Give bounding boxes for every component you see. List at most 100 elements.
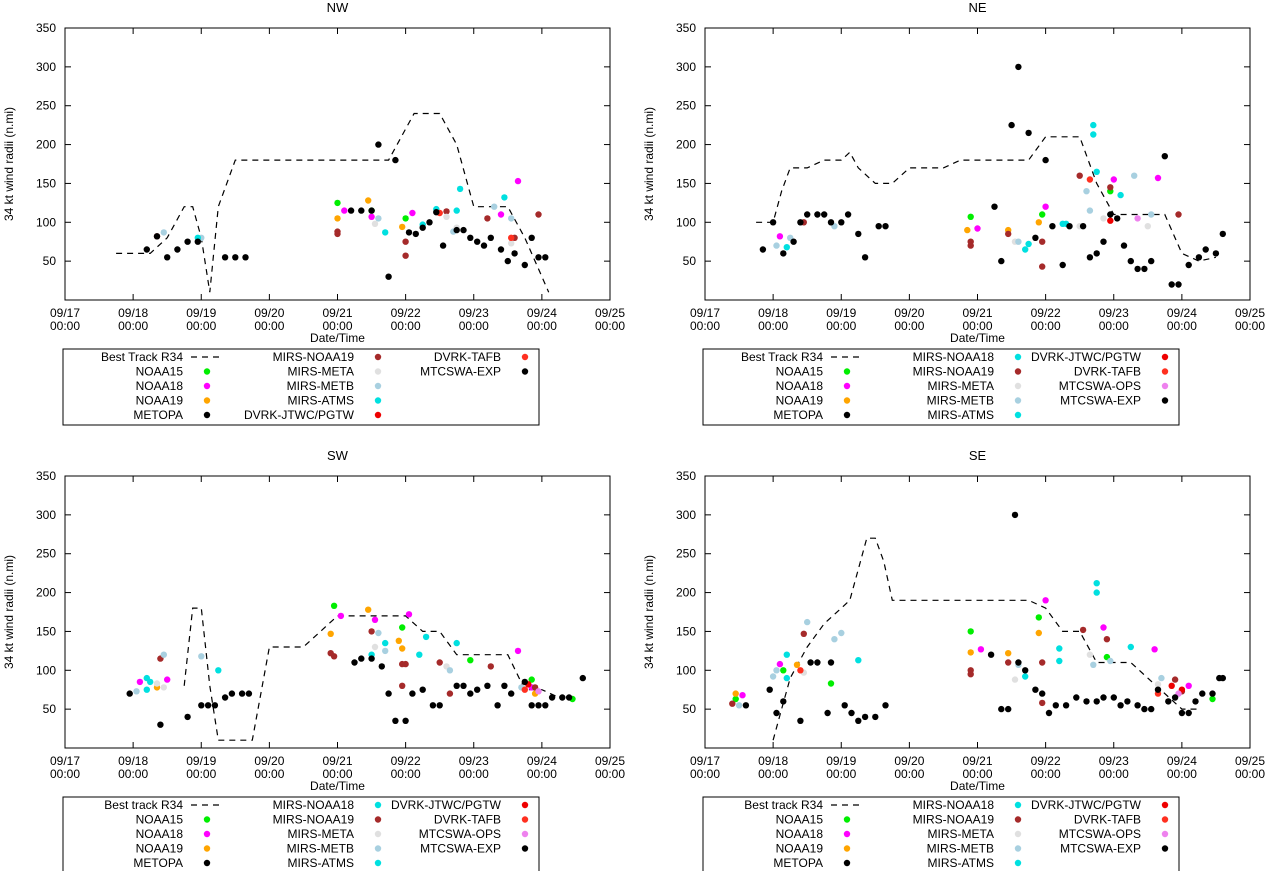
legend-marker: [521, 816, 529, 823]
point-metopa: [542, 254, 549, 261]
legend-label: METOPA: [773, 856, 823, 870]
legend-marker: [203, 411, 211, 419]
legend-marker: [1014, 859, 1022, 867]
point-noaa15: [780, 667, 787, 674]
legend-label: MIRS-NOAA18: [913, 798, 995, 812]
legend-marker: [1161, 830, 1169, 838]
chart-title: SW: [327, 448, 349, 463]
legend-label: MIRS-META: [928, 379, 994, 393]
plot-frame: [64, 27, 611, 301]
legend-marker: [1161, 353, 1169, 361]
point-mtcswa-ops: [1134, 215, 1141, 222]
point-metopa: [405, 229, 413, 236]
point-metopa: [1192, 698, 1199, 705]
legend-marker: [1014, 397, 1022, 404]
chart-nw: NW5010015020025030035009/1700:0009/1800:…: [2, 0, 625, 426]
legend-label: NOAA18: [136, 827, 184, 841]
legend-label: METOPA: [133, 408, 183, 422]
point-metopa: [1032, 686, 1039, 693]
y-tick-label: 150: [676, 624, 696, 638]
point-dvrk-tafb: [1086, 176, 1094, 183]
x-tick-time: 00:00: [322, 767, 352, 781]
point-metopa: [1120, 242, 1128, 249]
legend-label: METOPA: [773, 408, 823, 422]
x-tick-date: 09/20: [254, 306, 284, 320]
legend-label: NOAA18: [136, 379, 184, 393]
point-metopa: [542, 702, 549, 709]
point-mirs-noaa19: [1107, 184, 1114, 191]
x-tick-date: 09/18: [118, 754, 148, 768]
point-metopa: [194, 238, 201, 245]
point-metopa: [521, 678, 528, 686]
point-mirs-noaa19: [399, 682, 406, 689]
y-tick-label: 150: [36, 176, 56, 190]
x-tick-date: 09/22: [391, 754, 421, 768]
x-tick-date: 09/19: [186, 754, 216, 768]
point-dvrk-jtwc-pgtw: [1107, 217, 1114, 224]
x-tick-date: 09/21: [322, 306, 352, 320]
point-mirs-noaa19: [402, 660, 409, 668]
plot-area: [116, 112, 550, 293]
point-metopa: [855, 717, 862, 724]
legend-label: NOAA15: [776, 813, 824, 827]
point-metopa: [385, 273, 392, 280]
legend-label: Best track R34: [744, 798, 823, 812]
point-metopa: [1219, 230, 1226, 238]
y-tick-label: 100: [36, 215, 56, 229]
y-tick-label: 50: [683, 254, 697, 268]
point-mirs-metb: [491, 203, 498, 210]
legend-label: MIRS-NOAA19: [273, 350, 355, 364]
point-mirs-metb: [735, 702, 743, 709]
legend-marker: [374, 859, 382, 867]
point-metopa: [814, 211, 821, 218]
point-metopa: [174, 246, 181, 253]
point-metopa: [453, 226, 460, 234]
point-metopa: [1148, 257, 1155, 265]
point-mirs-metb: [1107, 657, 1114, 665]
point-metopa: [501, 682, 508, 689]
legend-label: METOPA: [133, 856, 183, 870]
point-mirs-metb: [382, 647, 389, 655]
legend-marker: [374, 411, 382, 419]
point-metopa: [1175, 281, 1182, 288]
point-mirs-atms: [453, 639, 460, 647]
legend-marker: [374, 353, 382, 361]
point-noaa15: [1039, 211, 1046, 218]
legend-label: MIRS-NOAA19: [913, 365, 995, 379]
point-metopa: [872, 713, 879, 721]
point-metopa: [1212, 250, 1220, 257]
point-mirs-meta: [1144, 223, 1151, 230]
point-noaa15: [334, 199, 341, 207]
x-tick-time: 00:00: [690, 319, 720, 333]
point-mirs-atms: [855, 657, 862, 664]
point-metopa: [1008, 121, 1015, 129]
best-track-line: [183, 607, 560, 741]
legend-label: NOAA19: [136, 394, 184, 408]
legend-marker: [1161, 397, 1169, 404]
point-noaa15: [732, 695, 739, 703]
point-metopa: [460, 226, 467, 234]
point-metopa: [780, 698, 787, 705]
point-metopa: [1110, 694, 1117, 701]
point-mirs-atms: [783, 651, 790, 658]
point-metopa: [804, 211, 811, 218]
point-metopa: [1066, 223, 1073, 230]
y-tick-label: 250: [676, 99, 696, 113]
x-tick-time: 00:00: [962, 319, 992, 333]
point-mirs-atms: [143, 674, 150, 682]
point-mirs-noaa18: [783, 674, 790, 682]
point-mirs-atms: [143, 686, 150, 693]
point-metopa: [419, 686, 426, 693]
point-metopa: [742, 702, 750, 709]
point-mirs-metb: [1015, 238, 1022, 245]
point-metopa: [1168, 281, 1175, 288]
x-tick-date: 09/21: [962, 306, 992, 320]
point-metopa: [368, 655, 375, 662]
plot-area: [756, 63, 1226, 288]
x-tick-time: 00:00: [894, 319, 924, 333]
point-metopa: [439, 242, 447, 249]
point-mirs-atms: [453, 207, 460, 214]
point-metopa: [433, 209, 440, 216]
point-metopa: [1219, 674, 1226, 682]
x-tick-time: 00:00: [459, 767, 489, 781]
